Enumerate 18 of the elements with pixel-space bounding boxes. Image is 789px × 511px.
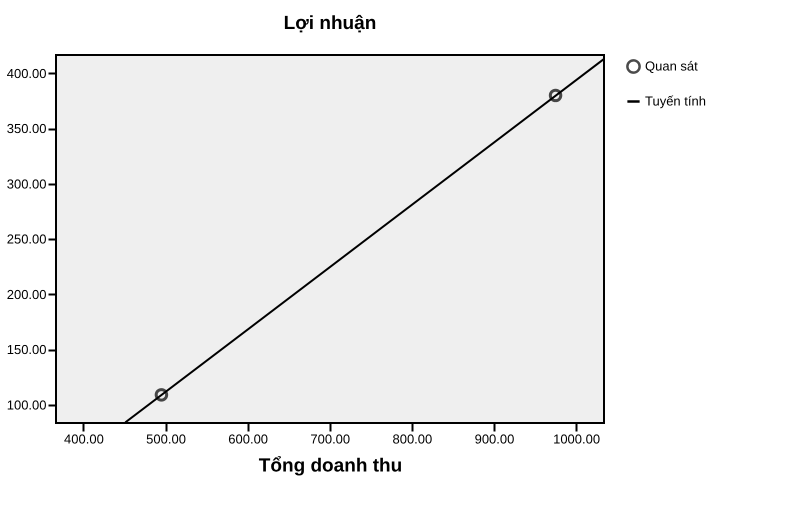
y-tick-label: 150.00: [6, 342, 46, 358]
x-axis-title: Tổng doanh thu: [258, 456, 402, 476]
y-tick-label: 200.00: [6, 286, 46, 302]
y-tick-label: 100.00: [6, 397, 46, 412]
x-tick-label: 1000.00: [553, 432, 600, 446]
chart-title: Lợi nhuận: [284, 13, 376, 34]
y-tick-label: 300.00: [6, 176, 46, 192]
x-tick-label: 800.00: [392, 432, 432, 446]
x-tick-label: 900.00: [474, 432, 514, 446]
x-tick-label: 500.00: [146, 432, 186, 446]
y-tick-label: 400.00: [6, 66, 46, 81]
legend-label: Quan sát: [645, 58, 698, 74]
y-tick-label: 350.00: [6, 121, 46, 136]
x-tick-label: 400.00: [64, 432, 104, 446]
x-tick-label: 600.00: [228, 432, 268, 446]
y-tick-label: 250.00: [6, 232, 46, 247]
legend-label: Tuyến tính: [645, 94, 706, 108]
x-tick-label: 700.00: [310, 432, 350, 446]
